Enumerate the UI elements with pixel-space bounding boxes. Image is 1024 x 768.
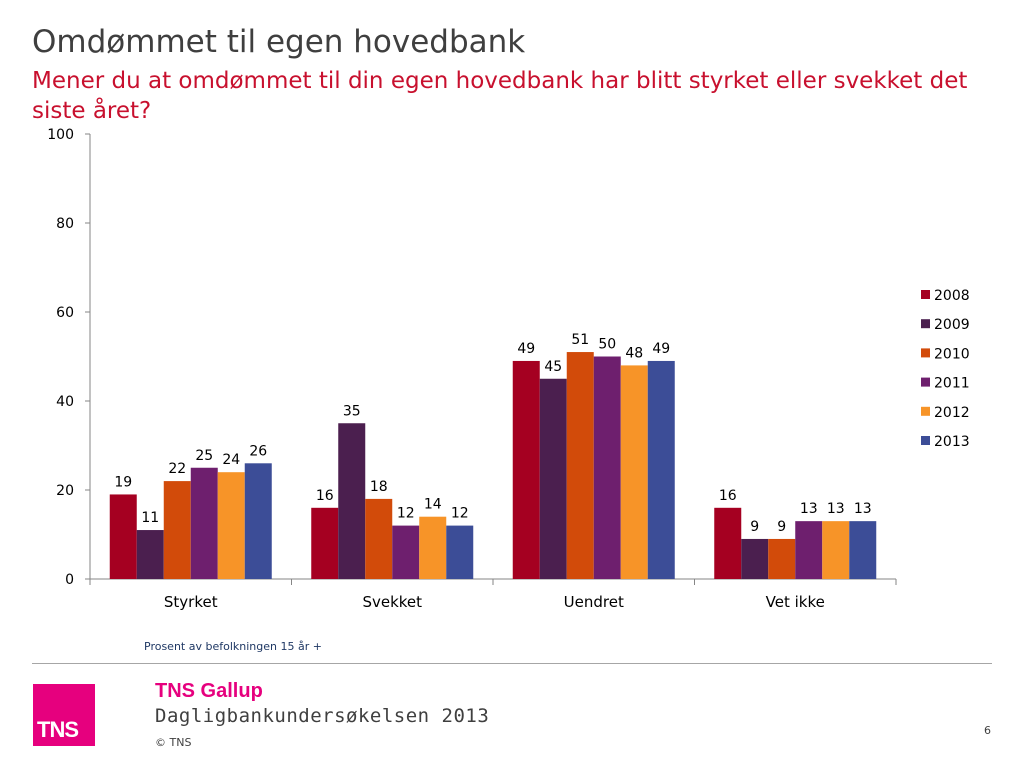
tns-logo: TNS bbox=[33, 684, 95, 746]
bar bbox=[849, 521, 877, 579]
data-label: 12 bbox=[397, 506, 415, 522]
legend-label: 2013 bbox=[934, 434, 970, 450]
y-tick-label: 60 bbox=[56, 305, 74, 321]
bar bbox=[163, 481, 191, 579]
data-label: 48 bbox=[625, 345, 643, 361]
legend-label: 2011 bbox=[934, 376, 970, 392]
footer-divider bbox=[32, 663, 992, 664]
bar bbox=[566, 352, 594, 579]
data-label: 26 bbox=[249, 443, 267, 459]
slide-title: Omdømmet til egen hovedbank bbox=[32, 24, 526, 60]
data-label: 13 bbox=[854, 501, 872, 517]
legend-label: 2012 bbox=[934, 405, 970, 421]
bar bbox=[768, 538, 796, 579]
slide-subtitle: Mener du at omdømmet til din egen hovedb… bbox=[32, 68, 968, 124]
data-label: 18 bbox=[370, 479, 388, 495]
data-label: 22 bbox=[168, 461, 186, 477]
legend-label: 2009 bbox=[934, 317, 970, 333]
tns-logo-text: TNS bbox=[37, 717, 79, 742]
data-label: 25 bbox=[195, 448, 213, 464]
bar-chart: 0 20 40 60 80 100 Styrket 19 11 22 25 24 26 Svekket 16… bbox=[47, 127, 970, 611]
data-label: 13 bbox=[800, 501, 818, 517]
legend-label: 2010 bbox=[934, 346, 970, 362]
data-label: 16 bbox=[719, 488, 737, 504]
bar bbox=[822, 521, 850, 579]
bar bbox=[338, 423, 366, 579]
data-label: 16 bbox=[316, 488, 334, 504]
data-label: 50 bbox=[598, 337, 616, 353]
legend-swatch bbox=[921, 319, 930, 329]
data-label: 24 bbox=[222, 452, 240, 468]
bar bbox=[647, 360, 675, 579]
data-label: 45 bbox=[544, 359, 562, 375]
data-label: 12 bbox=[451, 506, 469, 522]
bar bbox=[136, 530, 164, 579]
x-tick-label: Styrket bbox=[164, 593, 218, 611]
y-tick-label: 20 bbox=[56, 483, 74, 499]
bar bbox=[392, 525, 420, 579]
legend-swatch bbox=[921, 436, 930, 445]
legend-swatch bbox=[921, 406, 930, 416]
data-label: 49 bbox=[652, 341, 670, 357]
data-label: 11 bbox=[141, 510, 159, 526]
data-label: 51 bbox=[571, 332, 589, 348]
bar bbox=[365, 498, 393, 579]
bar bbox=[190, 467, 218, 579]
bar bbox=[620, 365, 648, 579]
bar bbox=[244, 463, 272, 579]
page-number: 6 bbox=[984, 724, 991, 737]
survey-name: Dagligbankundersøkelsen 2013 bbox=[155, 705, 490, 727]
data-label: 35 bbox=[343, 403, 361, 419]
bar bbox=[109, 494, 137, 579]
x-tick-label: Svekket bbox=[362, 593, 422, 611]
bar bbox=[714, 507, 742, 579]
bar bbox=[217, 472, 245, 579]
bar bbox=[539, 378, 567, 579]
legend-swatch bbox=[921, 377, 930, 387]
data-label: 9 bbox=[750, 519, 759, 535]
data-label: 13 bbox=[827, 501, 845, 517]
bar bbox=[419, 516, 447, 579]
data-label: 49 bbox=[517, 341, 535, 357]
data-label: 14 bbox=[424, 497, 442, 513]
bar bbox=[446, 525, 474, 579]
legend-swatch bbox=[921, 290, 930, 299]
bar bbox=[593, 356, 621, 579]
y-tick-label: 80 bbox=[56, 216, 74, 232]
bar bbox=[741, 538, 769, 579]
y-tick-label: 40 bbox=[56, 394, 74, 410]
legend-label: 2008 bbox=[934, 288, 970, 304]
bar bbox=[512, 360, 540, 579]
x-tick-label: Vet ikke bbox=[766, 593, 825, 611]
bar bbox=[795, 521, 823, 579]
data-label: 19 bbox=[114, 474, 132, 490]
legend-swatch bbox=[921, 348, 930, 358]
brand-name: TNS Gallup bbox=[155, 680, 263, 702]
y-tick-label: 100 bbox=[47, 127, 74, 143]
chart-footnote: Prosent av befolkningen 15 år + bbox=[144, 640, 322, 653]
data-label: 9 bbox=[777, 519, 786, 535]
bar bbox=[311, 507, 339, 579]
y-tick-label: 0 bbox=[65, 572, 74, 588]
copyright: © TNS bbox=[155, 736, 192, 749]
x-tick-label: Uendret bbox=[564, 593, 624, 611]
